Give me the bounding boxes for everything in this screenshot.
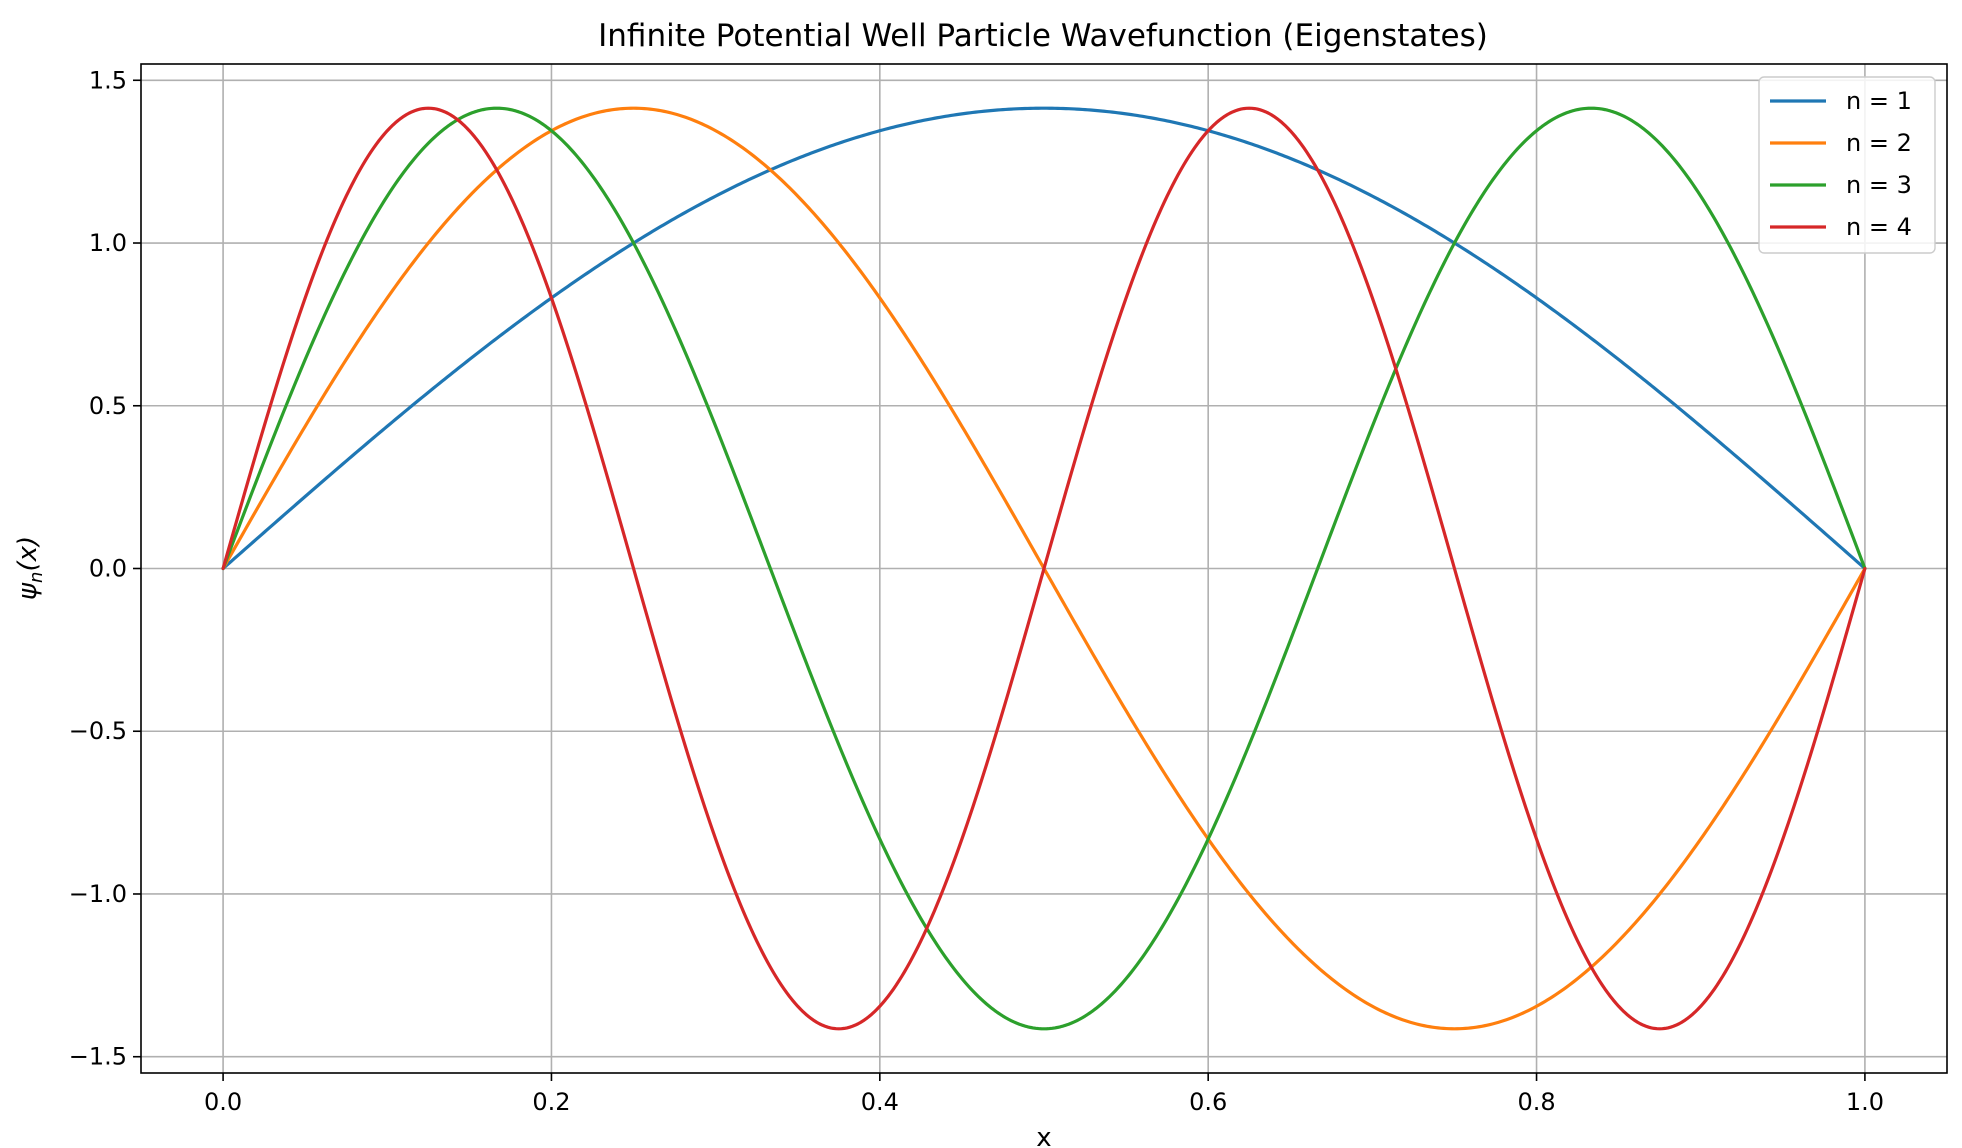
legend-label: n = 4 <box>1846 213 1912 241</box>
x-axis-ticks: 0.0 0.2 0.4 0.6 0.8 1.0 <box>204 1073 1884 1116</box>
legend-label: n = 2 <box>1846 129 1912 157</box>
x-tick-label: 0.6 <box>1189 1088 1227 1116</box>
y-axis-label-main: ψ <box>13 582 43 600</box>
y-tick-label: −1.0 <box>69 880 127 908</box>
y-tick-label: 0.5 <box>89 392 127 420</box>
legend: n = 1 n = 2 n = 3 n = 4 <box>1758 76 1936 254</box>
series-line-n3 <box>221 106 1867 1031</box>
series-line-n1 <box>221 106 1867 571</box>
y-axis-label: ψn(x) <box>13 536 47 600</box>
y-axis-label-arg: (x) <box>13 536 43 572</box>
x-tick-label: 0.0 <box>204 1088 242 1116</box>
y-tick-label: 1.0 <box>89 229 127 257</box>
chart-title: Infinite Potential Well Particle Wavefun… <box>598 18 1488 54</box>
y-axis-ticks: 1.5 1.0 0.5 0.0 −0.5 −1.0 −1.5 <box>69 66 141 1071</box>
legend-box <box>1758 76 1936 254</box>
x-tick-label: 0.8 <box>1517 1088 1555 1116</box>
y-tick-label: 1.5 <box>89 66 127 94</box>
legend-label: n = 3 <box>1846 171 1912 199</box>
series-lines <box>221 106 1867 1031</box>
y-tick-label: −0.5 <box>69 717 127 745</box>
x-axis-label: x <box>1036 1123 1051 1148</box>
y-axis-label-sub: n <box>26 572 47 583</box>
y-tick-label: −1.5 <box>69 1043 127 1071</box>
x-tick-label: 0.4 <box>861 1088 899 1116</box>
y-tick-label: 0.0 <box>89 555 127 583</box>
legend-label: n = 1 <box>1846 87 1912 115</box>
series-line-n4 <box>221 106 1867 1031</box>
x-tick-label: 1.0 <box>1846 1088 1884 1116</box>
x-tick-label: 0.2 <box>532 1088 570 1116</box>
